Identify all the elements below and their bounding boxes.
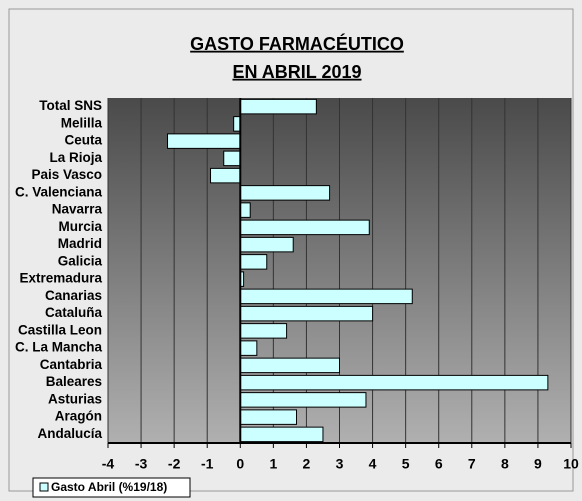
x-tick-label: 0 bbox=[236, 456, 244, 472]
bar bbox=[239, 219, 370, 236]
bar bbox=[239, 236, 294, 253]
x-tick-label: 7 bbox=[468, 456, 476, 472]
legend-label: Gasto Abril (%19/18) bbox=[51, 480, 167, 494]
y-tick-label: Melilla bbox=[61, 115, 103, 130]
y-tick-label: Baleares bbox=[46, 374, 102, 389]
bar bbox=[239, 254, 268, 270]
y-tick-label: Asturias bbox=[48, 391, 102, 406]
x-tick-label: -2 bbox=[168, 456, 181, 472]
bar bbox=[239, 340, 258, 356]
y-tick-label: C. La Mancha bbox=[15, 340, 103, 355]
y-tick-label: Galicia bbox=[58, 253, 103, 268]
x-tick-label: 9 bbox=[534, 456, 542, 472]
y-tick-label: Pais Vasco bbox=[31, 167, 102, 182]
y-tick-label: Madrid bbox=[58, 236, 102, 251]
chart-title: GASTO FARMACÉUTICO bbox=[190, 33, 404, 54]
bar bbox=[239, 98, 317, 115]
x-tick-label: 10 bbox=[563, 456, 579, 472]
bar bbox=[239, 392, 367, 408]
x-tick-label: 4 bbox=[369, 456, 377, 472]
y-tick-label: Navarra bbox=[52, 202, 103, 217]
chart-subtitle: EN ABRIL 2019 bbox=[232, 62, 361, 82]
legend-swatch bbox=[39, 482, 49, 492]
bar bbox=[239, 323, 288, 339]
y-tick-label: Cantabria bbox=[40, 357, 103, 372]
bar bbox=[239, 185, 331, 201]
y-tick-label: Ceuta bbox=[64, 133, 102, 148]
x-tick-label: -1 bbox=[201, 456, 214, 472]
x-tick-label: -4 bbox=[102, 456, 115, 472]
x-tick-label: 2 bbox=[303, 456, 311, 472]
x-tick-label: 3 bbox=[336, 456, 344, 472]
y-tick-label: Castilla Leon bbox=[18, 322, 102, 337]
bar bbox=[239, 374, 549, 391]
bar bbox=[223, 150, 241, 167]
y-tick-label: Aragón bbox=[55, 409, 102, 424]
bar bbox=[239, 305, 374, 322]
bar bbox=[239, 202, 251, 218]
y-tick-label: Andalucía bbox=[37, 426, 102, 441]
bar bbox=[239, 288, 413, 305]
frame bbox=[8, 8, 574, 492]
bar bbox=[239, 357, 341, 374]
bar bbox=[167, 133, 241, 149]
y-tick-label: C. Valenciana bbox=[15, 184, 103, 199]
x-tick-label: 8 bbox=[501, 456, 509, 472]
bar bbox=[239, 426, 324, 443]
y-tick-label: Cataluña bbox=[45, 305, 103, 320]
y-tick-label: Extremadura bbox=[19, 271, 102, 286]
y-tick-label: La Rioja bbox=[49, 150, 102, 165]
x-tick-label: 1 bbox=[269, 456, 277, 472]
x-tick-label: 6 bbox=[435, 456, 443, 472]
y-tick-label: Murcia bbox=[58, 219, 102, 234]
x-tick-label: 5 bbox=[402, 456, 410, 472]
legend-box bbox=[32, 477, 191, 498]
x-tick-label: -3 bbox=[135, 456, 148, 472]
bar bbox=[210, 167, 241, 184]
y-tick-label: Canarias bbox=[45, 288, 102, 303]
y-tick-label: Total SNS bbox=[39, 98, 102, 113]
bar bbox=[239, 409, 298, 425]
